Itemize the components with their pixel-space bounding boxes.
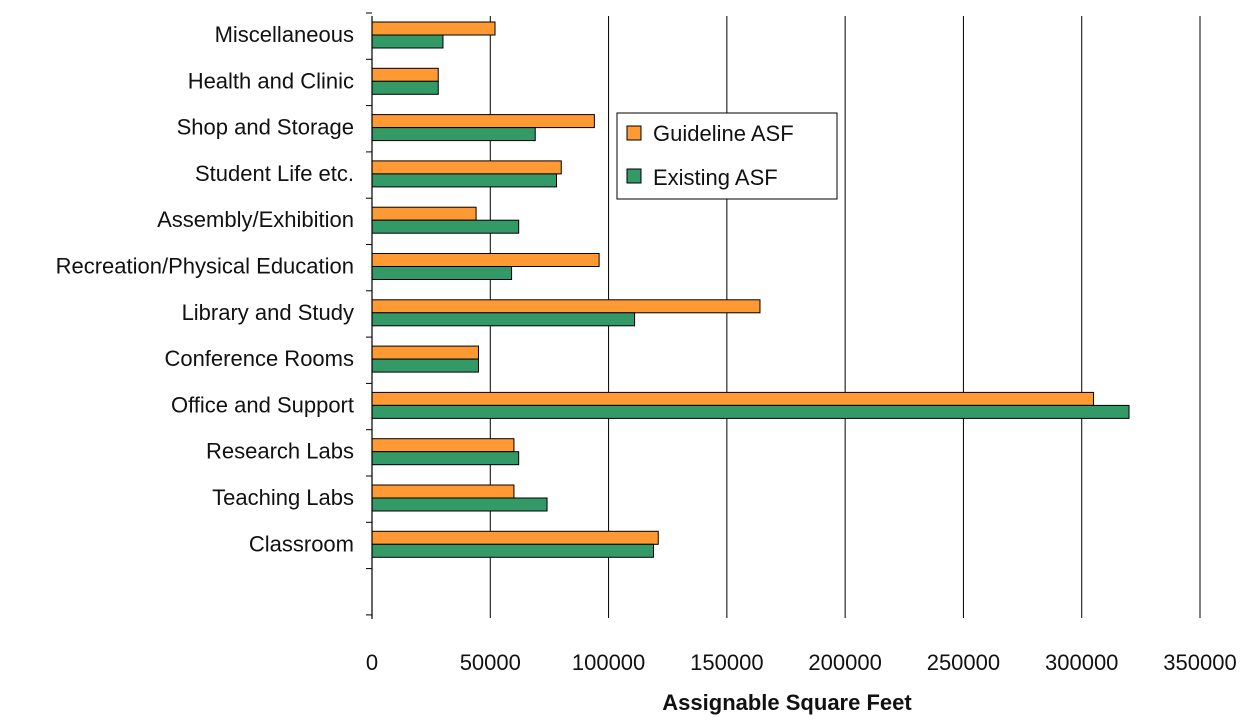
bar-existing bbox=[371, 497, 548, 512]
bar-guideline bbox=[371, 530, 659, 545]
bar-existing bbox=[371, 80, 439, 95]
bar-existing bbox=[371, 34, 444, 49]
bar-guideline bbox=[371, 253, 600, 267]
axes bbox=[366, 12, 373, 619]
bar-existing bbox=[371, 358, 479, 373]
bar-guideline bbox=[371, 206, 477, 221]
bar-existing bbox=[371, 173, 558, 188]
bar-existing bbox=[371, 127, 536, 142]
bar-guideline bbox=[371, 160, 562, 175]
bar-existing bbox=[371, 404, 1130, 419]
bar-existing bbox=[371, 266, 513, 280]
category-label: Conference Rooms bbox=[164, 346, 354, 371]
category-label: Library and Study bbox=[182, 300, 354, 325]
legend: Guideline ASF Existing ASF bbox=[616, 112, 838, 200]
legend-swatch-existing bbox=[626, 168, 642, 184]
bar-guideline bbox=[371, 484, 515, 499]
legend-label-guideline: Guideline ASF bbox=[653, 121, 794, 146]
bar-guideline bbox=[371, 67, 439, 82]
category-label: Teaching Labs bbox=[212, 485, 354, 510]
category-label: Miscellaneous bbox=[215, 22, 354, 47]
bar-guideline bbox=[371, 299, 761, 314]
x-tick-label: 50000 bbox=[460, 650, 521, 675]
x-tick-label: 150000 bbox=[690, 650, 763, 675]
x-tick-label: 250000 bbox=[927, 650, 1000, 675]
x-tick-label: 200000 bbox=[808, 650, 881, 675]
x-axis-title: Assignable Square Feet bbox=[662, 690, 912, 715]
x-tick-label: 100000 bbox=[572, 650, 645, 675]
bar-guideline bbox=[371, 345, 479, 360]
category-label: Assembly/Exhibition bbox=[157, 207, 354, 232]
category-label: Shop and Storage bbox=[177, 115, 354, 140]
x-tick-label: 0 bbox=[366, 650, 378, 675]
legend-label-existing: Existing ASF bbox=[653, 165, 778, 190]
x-tick-label: 300000 bbox=[1045, 650, 1118, 675]
x-tick-labels: 0 50000 100000 150000 200000 250000 300000 3500… bbox=[366, 650, 1237, 675]
bar-existing bbox=[371, 219, 520, 234]
bar-guideline bbox=[371, 438, 515, 453]
bars bbox=[371, 21, 1130, 558]
bar-existing bbox=[371, 451, 520, 466]
category-label: Research Labs bbox=[206, 439, 354, 464]
x-tick-label: 350000 bbox=[1163, 650, 1236, 675]
bar-existing bbox=[371, 543, 655, 558]
bar-guideline bbox=[371, 114, 595, 129]
category-label: Health and Clinic bbox=[188, 68, 354, 93]
bar-guideline bbox=[371, 391, 1095, 406]
category-label: Classroom bbox=[249, 531, 354, 556]
category-labels: Miscellaneous Health and Clinic Shop and S… bbox=[56, 22, 354, 556]
bar-guideline bbox=[371, 21, 496, 36]
legend-swatch-guideline bbox=[626, 125, 642, 141]
category-label: Office and Support bbox=[171, 392, 354, 417]
legend-box bbox=[616, 112, 838, 200]
bar-existing bbox=[371, 312, 636, 327]
category-label: Student Life etc. bbox=[195, 161, 354, 186]
category-label: Recreation/Physical Education bbox=[56, 254, 354, 279]
